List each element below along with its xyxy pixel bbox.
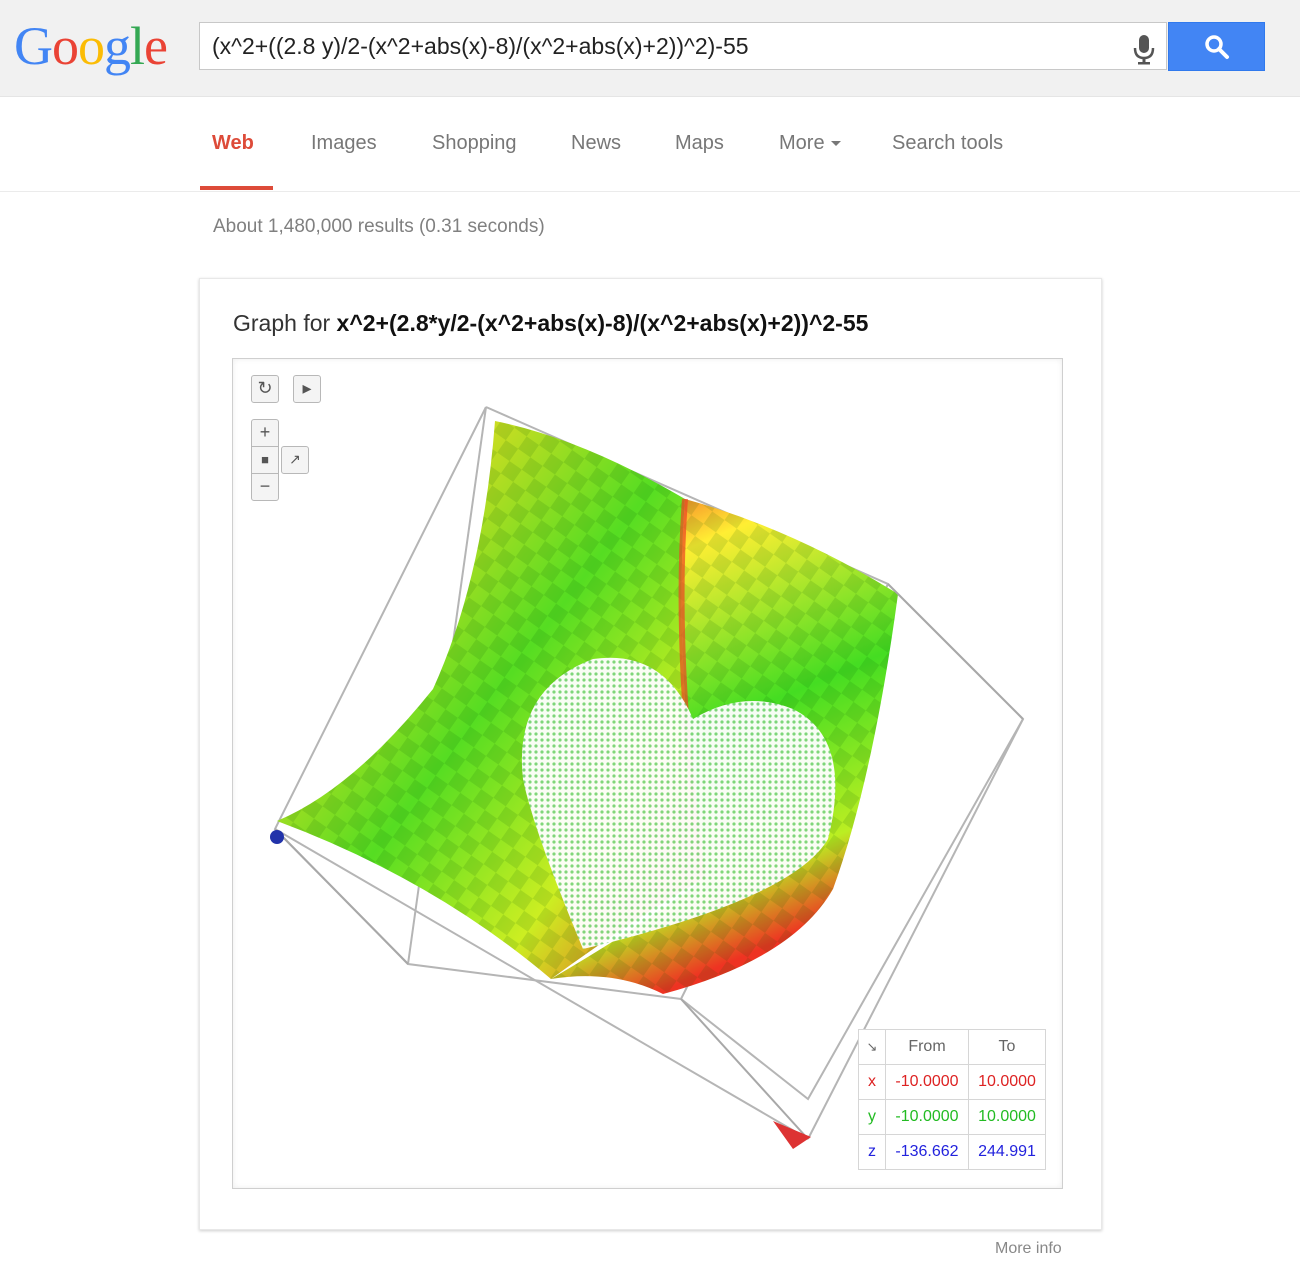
logo-letter: l xyxy=(130,16,145,76)
zoom-out-icon[interactable]: − xyxy=(251,473,279,501)
tab-maps[interactable]: Maps xyxy=(675,132,724,154)
logo-letter: e xyxy=(144,16,168,76)
caret-down-icon xyxy=(830,141,841,147)
play-icon[interactable]: ▸ xyxy=(293,375,321,403)
range-z-from[interactable]: -136.662 xyxy=(885,1134,969,1170)
range-x-from[interactable]: -10.0000 xyxy=(885,1064,969,1100)
logo-letter: o xyxy=(78,16,105,76)
heart-shape xyxy=(521,657,836,949)
more-info-link[interactable]: More info xyxy=(995,1240,1062,1257)
microphone-icon[interactable] xyxy=(1130,33,1158,67)
axis-origin-marker xyxy=(270,830,284,844)
reset-view-icon[interactable]: ↻ xyxy=(251,375,279,403)
active-tab-indicator xyxy=(200,186,273,190)
camera-icon[interactable]: ■ xyxy=(251,446,279,474)
logo-letter: o xyxy=(52,16,79,76)
graph-expression: x^2+(2.8*y/2-(x^2+abs(x)-8)/(x^2+abs(x)+… xyxy=(336,310,869,336)
range-z-to[interactable]: 244.991 xyxy=(968,1134,1046,1170)
axis-corner-marker xyxy=(773,1121,811,1149)
tab-images[interactable]: Images xyxy=(311,132,377,154)
range-y-to[interactable]: 10.0000 xyxy=(968,1099,1046,1135)
range-axis-label: y xyxy=(858,1099,886,1135)
range-axis-label: z xyxy=(858,1134,886,1170)
range-x-to[interactable]: 10.0000 xyxy=(968,1064,1046,1100)
tab-web[interactable]: Web xyxy=(212,132,254,154)
search-button[interactable] xyxy=(1168,22,1265,71)
range-y-from[interactable]: -10.0000 xyxy=(885,1099,969,1135)
magnifier-icon xyxy=(1205,35,1229,59)
tab-more-label: More xyxy=(779,132,825,154)
range-axis-label: x xyxy=(858,1064,886,1100)
bounding-box-front xyxy=(274,583,1024,1140)
logo-letter: g xyxy=(104,16,131,76)
tab-search-tools[interactable]: Search tools xyxy=(892,132,1004,154)
search-box xyxy=(199,22,1167,70)
range-header-to: To xyxy=(968,1029,1046,1065)
range-header-from: From xyxy=(885,1029,969,1065)
top-bar: Google xyxy=(0,0,1300,97)
tab-more[interactable]: More xyxy=(779,132,841,155)
range-table: ↘ From To x -10.0000 10.0000 y -10.0000 … xyxy=(858,1029,1046,1170)
search-tabs: Web Images Shopping News Maps More Searc… xyxy=(0,96,1300,192)
graph-title-prefix: Graph for xyxy=(233,310,331,336)
zoom-in-icon[interactable]: + xyxy=(251,419,279,447)
results-count: About 1,480,000 results (0.31 seconds) xyxy=(213,216,545,237)
resize-arrow-icon[interactable]: ↘ xyxy=(858,1029,886,1065)
tab-shopping[interactable]: Shopping xyxy=(432,132,517,154)
graph-plot[interactable] xyxy=(233,359,1062,1188)
google-logo[interactable]: Google xyxy=(14,16,168,76)
graph-title: Graph for x^2+(2.8*y/2-(x^2+abs(x)-8)/(x… xyxy=(233,310,868,337)
search-input[interactable] xyxy=(212,29,1112,63)
logo-letter: G xyxy=(14,16,53,76)
tab-news[interactable]: News xyxy=(571,132,622,154)
axes-icon[interactable]: ↗ xyxy=(281,446,309,474)
